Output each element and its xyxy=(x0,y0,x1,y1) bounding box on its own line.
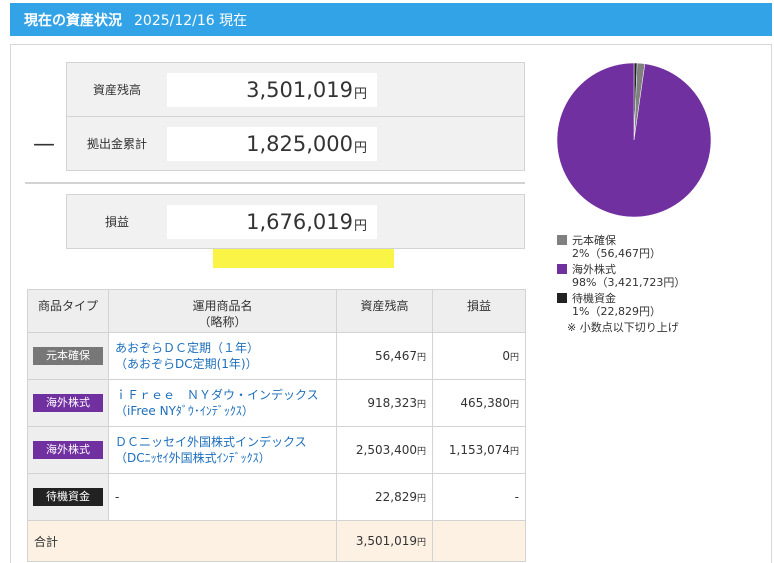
asset-panel xyxy=(10,44,772,563)
balance-value-box: 3,501,019 円 xyxy=(167,73,377,107)
fund-name: - xyxy=(115,490,120,504)
header-type: 商品タイプ xyxy=(27,289,109,333)
legend-item: 海外株式 98%（3,421,723円） xyxy=(557,263,685,289)
profit-cell: - xyxy=(432,473,526,521)
fund-short-name: （iFree NYﾀﾞｳ･ｲﾝﾃﾞｯｸｽ） xyxy=(115,404,254,418)
table-row: 待機資金 - 22,829円 - xyxy=(27,473,526,521)
row-profit: 0 xyxy=(502,349,510,363)
row-profit: - xyxy=(514,490,519,504)
type-cell: 待機資金 xyxy=(27,473,109,521)
legend-name: 元本確保 xyxy=(572,234,616,247)
table-row: 海外株式 ｉＦｒｅｅ ＮＹダウ・インデックス （iFree NYﾀﾞｳ･ｲﾝﾃﾞ… xyxy=(27,379,526,427)
profit-summary: 損益 1,676,019 円 xyxy=(66,194,525,249)
yen-unit: 円 xyxy=(416,494,426,504)
fund-short-name: （DCﾆｯｾｲ外国株式ｲﾝﾃﾞｯｸｽ） xyxy=(115,451,271,465)
fund-name-link[interactable]: ＤＣニッセイ外国株式インデックス xyxy=(115,435,307,449)
contributions-row: 拠出金累計 1,825,000 円 xyxy=(67,116,524,170)
row-profit: 465,380 xyxy=(460,396,510,410)
pie-slice xyxy=(556,62,712,218)
legend-name: 待機資金 xyxy=(572,292,616,305)
contributions-value-box: 1,825,000 円 xyxy=(167,127,377,161)
total-row: 合計 3,501,019円 xyxy=(27,520,526,562)
balance-cell: 918,323円 xyxy=(336,379,433,427)
type-tag: 元本確保 xyxy=(33,347,103,365)
holdings-table: 商品タイプ 運用商品名 （略称） 資産残高 損益 元本確保 あおぞらＤＣ定期（１… xyxy=(27,289,526,562)
table-row: 元本確保 あおぞらＤＣ定期（１年） （あおぞらDC定期(1年)） 56,467円… xyxy=(27,332,526,380)
profit-value: 1,676,019 xyxy=(246,210,353,234)
legend-detail: 98%（3,421,723円） xyxy=(572,276,686,289)
legend-swatch xyxy=(557,293,567,303)
yen-unit: 円 xyxy=(509,447,519,457)
contributions-value: 1,825,000 xyxy=(246,132,353,156)
yen-unit: 円 xyxy=(509,353,519,363)
yen-unit: 円 xyxy=(416,538,426,548)
balance-label: 資産残高 xyxy=(92,83,141,97)
allocation-legend: 元本確保 2%（56,467円） 海外株式 98%（3,421,723円） 待機… xyxy=(557,234,685,334)
header-balance: 資産残高 xyxy=(336,289,433,333)
balance-cell: 56,467円 xyxy=(336,332,433,380)
profit-value-box: 1,676,019 円 xyxy=(167,205,377,239)
row-balance: 22,829 xyxy=(374,490,417,504)
fund-name-cell[interactable]: ｉＦｒｅｅ ＮＹダウ・インデックス （iFree NYﾀﾞｳ･ｲﾝﾃﾞｯｸｽ） xyxy=(108,379,337,427)
row-balance: 2,503,400 xyxy=(355,443,417,457)
yen-unit: 円 xyxy=(416,400,426,410)
yen-unit: 円 xyxy=(353,219,367,234)
type-tag: 海外株式 xyxy=(33,441,103,459)
total-balance-cell: 3,501,019円 xyxy=(336,520,433,562)
type-cell: 元本確保 xyxy=(27,332,109,380)
yen-unit: 円 xyxy=(416,353,426,363)
rounding-note: ※ 小数点以下切り上げ xyxy=(567,321,679,334)
balance-cell: 2,503,400円 xyxy=(336,426,433,474)
allocation-pie-chart xyxy=(556,62,712,218)
profit-label: 損益 xyxy=(104,215,129,229)
total-label: 合計 xyxy=(27,520,337,562)
type-cell: 海外株式 xyxy=(27,426,109,474)
total-balance: 3,501,019 xyxy=(355,534,417,548)
legend-detail: 2%（56,467円） xyxy=(572,247,661,260)
header-name-line1: 運用商品名 xyxy=(192,299,253,313)
type-cell: 海外株式 xyxy=(27,379,109,427)
type-tag: 待機資金 xyxy=(33,488,103,506)
total-profit-cell xyxy=(432,520,526,562)
contributions-label: 拠出金累計 xyxy=(86,137,147,151)
yen-unit: 円 xyxy=(353,87,367,102)
profit-cell: 1,153,074円 xyxy=(432,426,526,474)
fund-name-cell[interactable]: あおぞらＤＣ定期（１年） （あおぞらDC定期(1年)） xyxy=(108,332,337,380)
fund-short-name: （あおぞらDC定期(1年)） xyxy=(115,357,258,371)
as-of-date: 2025/12/16 現在 xyxy=(134,12,248,29)
legend-name: 海外株式 xyxy=(572,263,616,276)
balance-row: 資産残高 3,501,019 円 xyxy=(67,63,524,116)
table-header-row: 商品タイプ 運用商品名 （略称） 資産残高 損益 xyxy=(27,289,526,333)
table-row: 海外株式 ＤＣニッセイ外国株式インデックス （DCﾆｯｾｲ外国株式ｲﾝﾃﾞｯｸｽ… xyxy=(27,426,526,474)
row-balance: 918,323 xyxy=(367,396,417,410)
legend-item: 元本確保 2%（56,467円） xyxy=(557,234,685,260)
yen-unit: 円 xyxy=(509,400,519,410)
fund-name-link[interactable]: ｉＦｒｅｅ ＮＹダウ・インデックス xyxy=(115,388,319,402)
header-profit: 損益 xyxy=(432,289,526,333)
row-balance: 56,467 xyxy=(374,349,417,363)
legend-swatch xyxy=(557,235,567,245)
yen-unit: 円 xyxy=(416,447,426,457)
legend-detail: 1%（22,829円） xyxy=(572,305,661,318)
yen-unit: 円 xyxy=(353,141,367,156)
legend-swatch xyxy=(557,264,567,274)
profit-cell: 465,380円 xyxy=(432,379,526,427)
page-title: 現在の資産状況 xyxy=(24,12,122,29)
header-name-line2: （略称） xyxy=(198,315,247,329)
balance-summary: 資産残高 3,501,019 円 拠出金累計 1,825,000 円 xyxy=(66,62,525,171)
profit-row: 損益 1,676,019 円 xyxy=(67,195,524,248)
type-tag: 海外株式 xyxy=(33,394,103,412)
profit-cell: 0円 xyxy=(432,332,526,380)
legend-item: 待機資金 1%（22,829円） xyxy=(557,292,685,318)
header-name: 運用商品名 （略称） xyxy=(108,289,337,333)
fund-name-cell: - xyxy=(108,473,337,521)
minus-sign: — xyxy=(33,132,55,157)
row-profit: 1,153,074 xyxy=(448,443,510,457)
balance-cell: 22,829円 xyxy=(336,473,433,521)
divider xyxy=(25,182,525,184)
balance-value: 3,501,019 xyxy=(246,78,353,102)
page-header: 現在の資産状況 2025/12/16 現在 xyxy=(10,3,772,36)
fund-name-link[interactable]: あおぞらＤＣ定期（１年） xyxy=(115,341,260,355)
fund-name-cell[interactable]: ＤＣニッセイ外国株式インデックス （DCﾆｯｾｲ外国株式ｲﾝﾃﾞｯｸｽ） xyxy=(108,426,337,474)
